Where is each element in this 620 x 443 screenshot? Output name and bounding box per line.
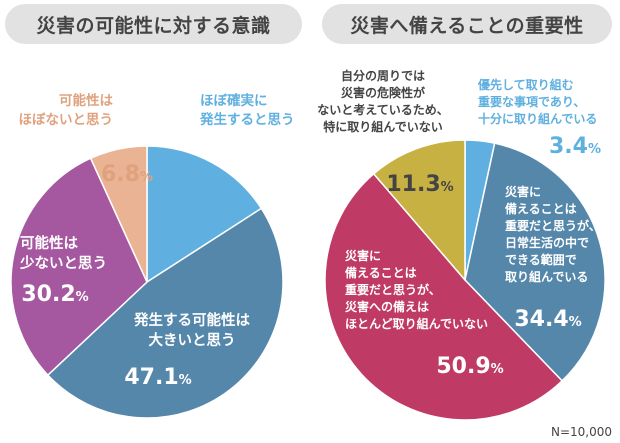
- right-slice-4: [372, 139, 466, 283]
- left-slice-4: [89, 145, 148, 283]
- right-chart-title: 災害へ備えることの重要性: [322, 4, 612, 44]
- left-slice-3-value: 30.2%: [21, 282, 88, 307]
- right-slice-3: [324, 172, 564, 421]
- right-slice-4-label: 自分の周りでは災害の危険性がないと考えているため、特に取り組んでいない: [317, 68, 448, 134]
- right-slice-3-value: 50.9%: [436, 354, 503, 379]
- left-slice-2-label: 発生する可能性は大きいと思う: [133, 311, 250, 349]
- sample-size-note: N=10,000: [550, 425, 612, 439]
- left-slice-3-label: 可能性は少ないと思う: [19, 234, 107, 272]
- left-slice-1: [146, 145, 263, 284]
- left-slice-1-label: ほぼ確実に発生すると思う: [199, 92, 295, 128]
- right-slice-1-label: 優先して取り組む重要な事項であり、十分に取り組んでいる: [477, 77, 597, 126]
- left-chart-title: 災害の可能性に対する意識: [5, 4, 302, 44]
- right-slice-3-label: 災害に備えることは重要だと思うが、災害への備えはほとんど取り組んでいない: [345, 248, 488, 331]
- left-slice-4-value: 6.8%: [101, 162, 153, 187]
- right-slice-4-value: 11.3%: [386, 172, 453, 197]
- left-slice-2: [46, 207, 284, 419]
- right-slice-2: [464, 142, 606, 382]
- right-slice-1-value: 3.4%: [549, 134, 601, 159]
- right-slice-2-value: 34.4%: [514, 307, 581, 332]
- left-slice-2-value: 47.1%: [124, 365, 191, 390]
- right-slice-2-label: 災害に備えることは重要だと思うが、日常生活の中でできる範囲で取り組んでいる: [505, 184, 601, 284]
- left-slice-3: [10, 157, 148, 377]
- left-slice-4-label: 可能性はほぼないと思う: [19, 92, 114, 128]
- left-slice-1-value: 15.9%: [156, 186, 223, 211]
